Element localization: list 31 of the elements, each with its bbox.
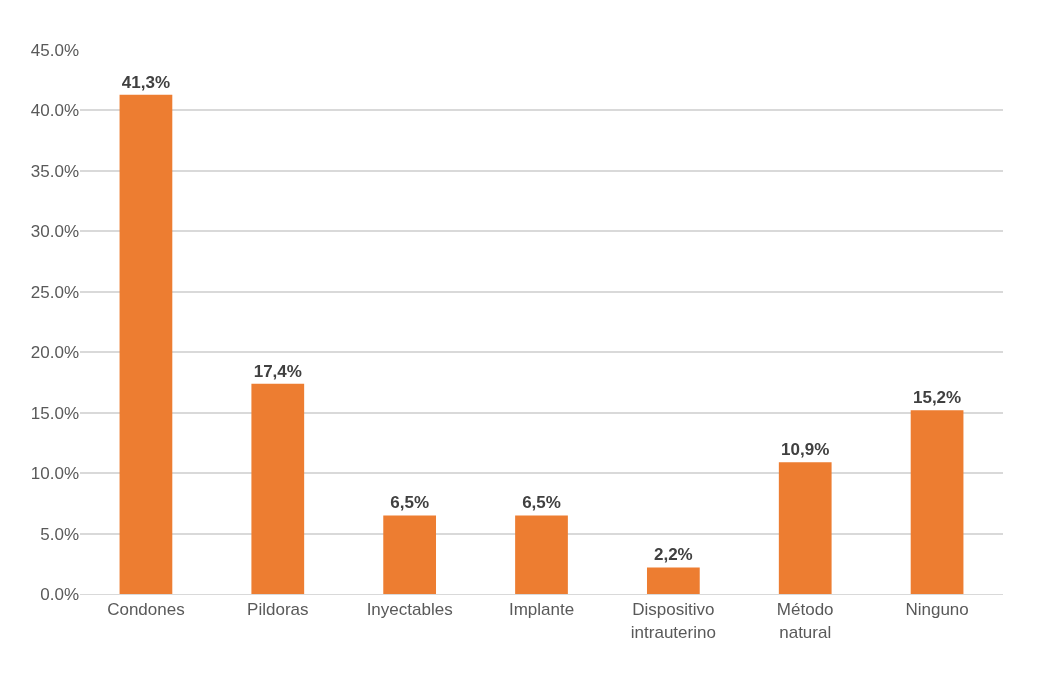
bar	[119, 94, 173, 594]
x-tick-label: Inyectables	[366, 600, 453, 620]
y-tick-label: 10.0%	[30, 464, 79, 484]
y-tick-label: 40.0%	[30, 101, 79, 121]
x-tick-label: Ninguno	[905, 600, 969, 620]
bar	[778, 462, 832, 594]
x-tick-label: Condones	[107, 600, 185, 620]
x-tick-label: Método natural	[776, 600, 834, 642]
x-tick-label: Pildoras	[247, 600, 309, 620]
y-tick-label: 15.0%	[30, 403, 79, 423]
data-label: 41,3%	[121, 72, 171, 92]
bar	[646, 567, 700, 594]
data-label: 15,2%	[912, 388, 962, 408]
x-tick-label: Implante	[508, 600, 575, 620]
y-tick-label: 45.0%	[30, 40, 79, 60]
y-tick-label: 25.0%	[30, 282, 79, 302]
y-tick-label: 35.0%	[30, 161, 79, 181]
bar	[515, 515, 568, 594]
y-tick-label: 20.0%	[30, 343, 79, 363]
data-label: 6,5%	[522, 493, 561, 513]
y-tick-label: 0.0%	[40, 584, 79, 604]
bar	[910, 410, 964, 594]
bar	[251, 383, 305, 594]
data-label: 17,4%	[253, 361, 302, 381]
data-label: 2,2%	[653, 545, 693, 565]
y-tick-label: 30.0%	[30, 222, 79, 242]
data-label: 6,5%	[390, 493, 430, 513]
x-tick-label: Dispositivo intrauterino	[630, 600, 716, 642]
y-tick-label: 5.0%	[40, 524, 79, 544]
bar	[383, 515, 437, 594]
data-label: 10,9%	[781, 440, 830, 460]
